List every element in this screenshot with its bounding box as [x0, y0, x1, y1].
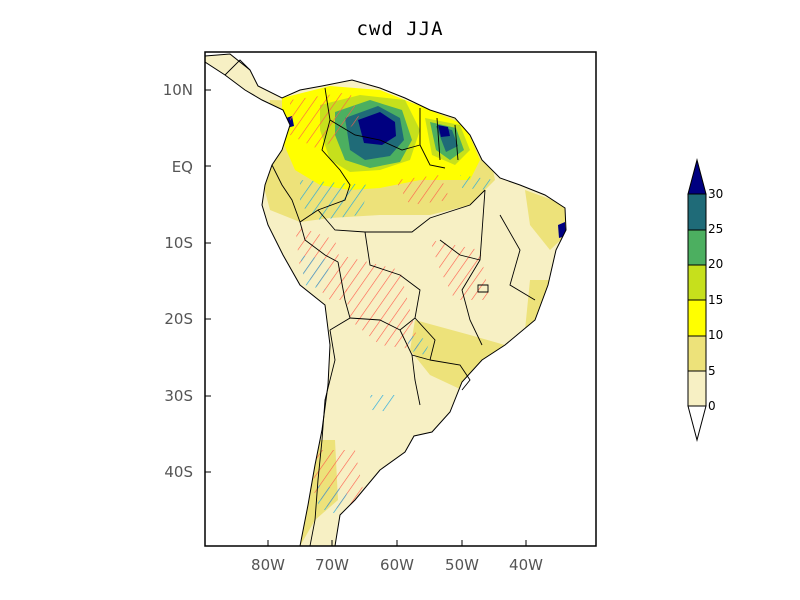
lat-ticks: [205, 89, 211, 473]
lon-label-70w: 70W: [315, 556, 349, 574]
colorbar-bin-0-5: [687, 370, 707, 407]
colorbar-label-25: 25: [708, 222, 724, 236]
lat-label-10s: 10S: [164, 234, 193, 252]
lat-label-20s: 20S: [164, 310, 193, 328]
lat-label-eq: EQ: [171, 158, 193, 176]
colorbar: [687, 158, 707, 442]
lat-label-40s: 40S: [164, 463, 193, 481]
colorbar-label-15: 15: [708, 293, 724, 307]
map-frame: [204, 51, 597, 547]
map-title: cwd JJA: [356, 18, 444, 40]
lat-label-10n: 10N: [162, 81, 193, 99]
lon-label-80w: 80W: [251, 556, 285, 574]
colorbar-bin-5-10: [687, 335, 707, 372]
coastline: [205, 53, 567, 546]
colorbar-bin-15-20: [687, 264, 707, 301]
shading-layer: [262, 86, 566, 546]
colorbar-bin-25-30: [687, 193, 707, 231]
colorbar-under-triangle: [687, 405, 707, 442]
colorbar-label-30: 30: [708, 187, 724, 201]
colorbar-label-0: 0: [708, 399, 716, 413]
colorbar-over-triangle: [687, 158, 707, 195]
lon-ticks: [267, 540, 527, 546]
map-layer: [205, 53, 567, 546]
colorbar-label-5: 5: [708, 364, 716, 378]
colorbar-bin-10-15: [687, 299, 707, 337]
lat-label-30s: 30S: [164, 387, 193, 405]
country-borders: [224, 59, 536, 546]
lon-label-50w: 50W: [445, 556, 479, 574]
colorbar-label-10: 10: [708, 328, 724, 342]
colorbar-bin-20-25: [687, 229, 707, 266]
lon-label-60w: 60W: [380, 556, 414, 574]
colorbar-label-20: 20: [708, 257, 724, 271]
lon-label-40w: 40W: [509, 556, 543, 574]
